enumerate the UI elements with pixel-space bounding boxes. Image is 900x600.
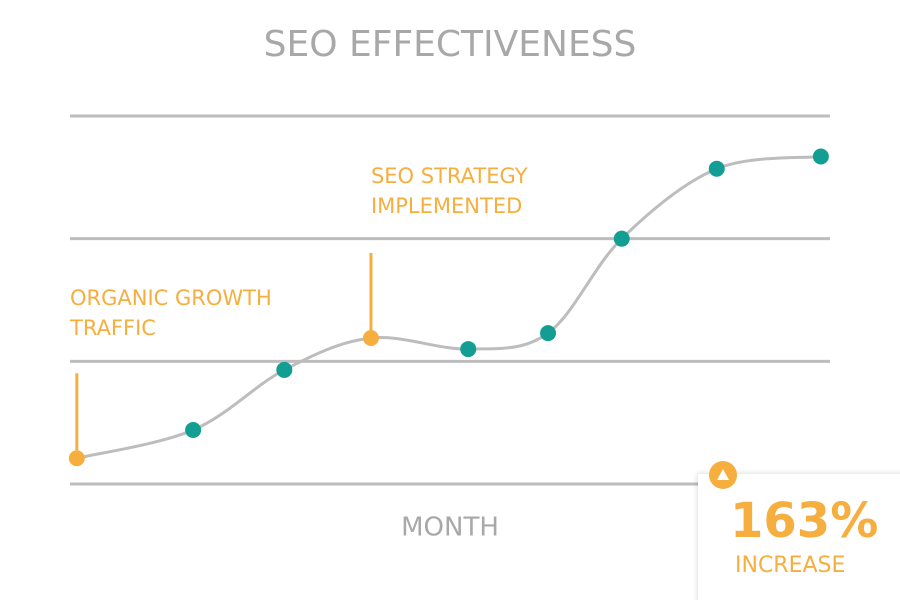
annotation-text: SEO STRATEGY (371, 164, 528, 188)
data-point (460, 341, 477, 358)
data-point (68, 450, 85, 467)
callout: 163% INCREASE (698, 461, 900, 600)
data-point (708, 160, 725, 177)
data-point (812, 148, 829, 165)
data-point (276, 361, 293, 378)
callout-icon-arrow (717, 469, 729, 480)
annotation-text: ORGANIC GROWTH (70, 286, 272, 310)
callout-box (698, 474, 900, 600)
plot-area: ORGANIC GROWTH TRAFFIC SEO STRATEGY IMPLEME… (68, 114, 830, 486)
data-point (613, 230, 630, 247)
data-point (540, 325, 557, 342)
data-point (185, 422, 202, 439)
data-point (362, 330, 379, 347)
annotation-text: TRAFFIC (69, 316, 156, 340)
annotation-text: IMPLEMENTED (371, 194, 522, 218)
x-axis-label: MONTH (401, 513, 499, 543)
callout-text: INCREASE (735, 553, 845, 578)
chart-title: SEO EFFECTIVENESS (264, 24, 637, 65)
callout-value: 163% (730, 493, 878, 549)
